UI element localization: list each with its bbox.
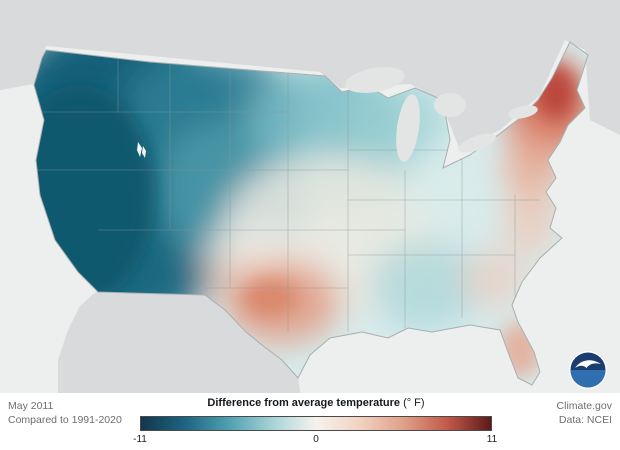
map-date: May 2011 [8, 400, 54, 412]
date-block: May 2011 Compared to 1991-2020 [8, 399, 122, 427]
map-svg [0, 0, 620, 393]
us-outline [33, 41, 589, 386]
legend-title-text: Difference from average temperature [207, 397, 400, 409]
mexico-landmass [58, 290, 301, 393]
lake-superior [345, 67, 405, 93]
legend-unit: (° F) [403, 397, 425, 409]
colorbar [140, 416, 492, 431]
baseline-period: Compared to 1991-2020 [8, 414, 122, 426]
legend-title: Difference from average temperature (° F… [50, 397, 582, 409]
canada-landmass [0, 0, 620, 150]
state-borders [36, 58, 540, 332]
footer: May 2011 Compared to 1991-2020 Differenc… [0, 393, 620, 450]
source-site: Climate.gov [556, 400, 612, 412]
gull-icon [575, 360, 601, 368]
lake-ontario [508, 105, 538, 119]
us-anomaly-map [0, 0, 620, 393]
lake-michigan [396, 94, 420, 162]
lake-huron [434, 93, 466, 117]
noaa-logo [569, 351, 607, 389]
great-lakes [345, 67, 538, 162]
lake-erie [458, 133, 496, 153]
salt-lake-mark [137, 142, 146, 158]
tick-max: 11 [486, 434, 498, 445]
credit-block: Climate.gov Data: NCEI [557, 399, 612, 427]
tick-mid: 0 [313, 434, 319, 445]
data-credit: Data: NCEI [558, 414, 612, 426]
tick-min: -11 [133, 434, 147, 445]
